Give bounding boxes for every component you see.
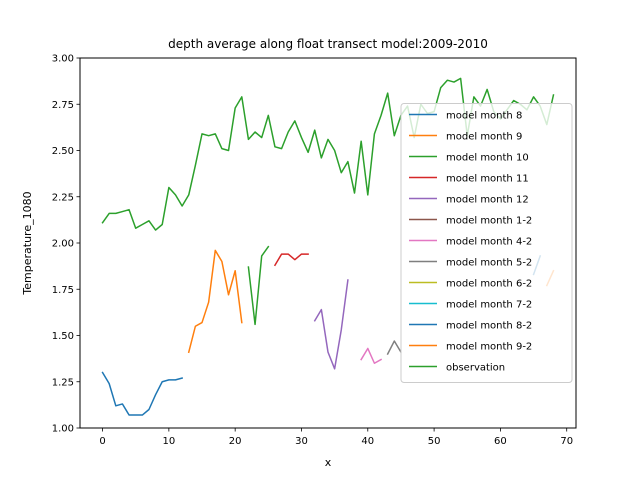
- x-axis: 0 10 20 30 40 50 60 70: [99, 428, 573, 447]
- y-axis: 1.00 1.25 1.50 1.75 2.00 2.25 2.50 2.75 3.00: [52, 54, 80, 435]
- series-line-3: [273, 253, 309, 267]
- y-tick-label: 1.25: [52, 377, 74, 388]
- y-tick-label: 3.00: [52, 54, 74, 65]
- chart-title: depth average along float transect model…: [168, 37, 488, 51]
- series-line-4: [313, 279, 349, 370]
- legend-label: model month 12: [446, 195, 529, 206]
- legend-label: model month 8-2: [446, 321, 532, 332]
- y-tick-label: 2.25: [52, 192, 74, 203]
- series-line-2: [247, 245, 270, 326]
- y-tick-label: 1.75: [52, 285, 74, 296]
- x-tick-label: 70: [560, 436, 573, 447]
- legend-label: model month 7-2: [446, 300, 532, 311]
- legend-label: model month 11: [446, 174, 529, 185]
- legend-label: observation: [446, 363, 505, 374]
- x-tick-label: 40: [361, 436, 374, 447]
- legend: model month 8 model month 9 model month 10…: [400, 103, 573, 383]
- y-tick-label: 1.00: [52, 424, 74, 435]
- x-tick-label: 20: [229, 436, 242, 447]
- x-tick-label: 30: [295, 436, 308, 447]
- y-tick-label: 2.75: [52, 100, 74, 111]
- x-tick-label: 50: [428, 436, 441, 447]
- series-line-0: [101, 371, 184, 416]
- legend-label: model month 9: [446, 132, 522, 143]
- legend-label: model month 1-2: [446, 216, 532, 227]
- x-tick-label: 60: [494, 436, 507, 447]
- legend-label: model month 9-2: [446, 342, 532, 353]
- x-axis-label: x: [325, 456, 332, 469]
- legend-label: model month 5-2: [446, 258, 532, 269]
- y-tick-label: 1.50: [52, 331, 74, 342]
- y-tick-label: 2.00: [52, 239, 74, 250]
- legend-label: model month 8: [446, 111, 522, 122]
- y-tick-label: 2.50: [52, 146, 74, 157]
- series-line-1: [187, 249, 243, 354]
- legend-box: [400, 103, 573, 383]
- x-tick-label: 0: [99, 436, 105, 447]
- legend-label: model month 4-2: [446, 237, 532, 248]
- series-line-6: [360, 347, 383, 364]
- series-line-7: [386, 340, 402, 356]
- legend-label: model month 6-2: [446, 279, 532, 290]
- x-tick-label: 10: [162, 436, 175, 447]
- y-axis-label: Temperature_1080: [21, 191, 34, 295]
- legend-label: model month 10: [446, 153, 529, 164]
